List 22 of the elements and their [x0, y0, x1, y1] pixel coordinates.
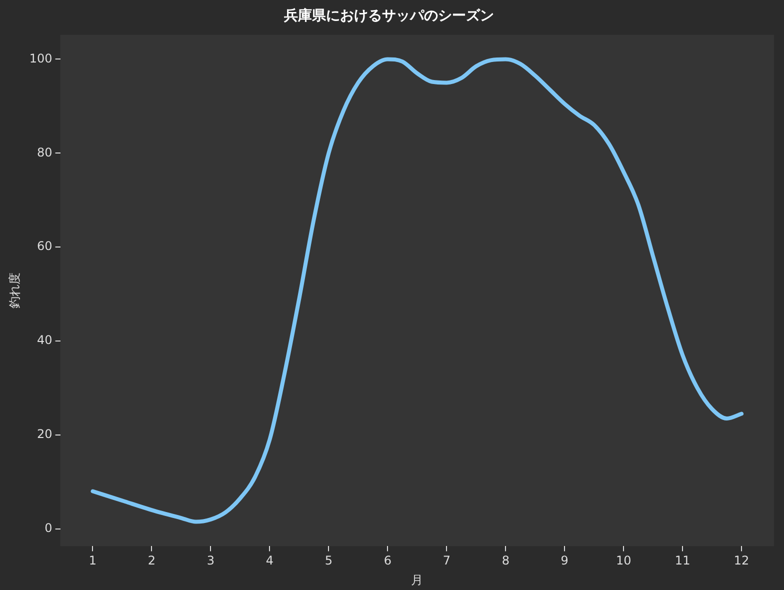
x-tick-label: 6 [384, 554, 392, 568]
x-tick-label: 10 [616, 554, 632, 568]
x-tick-label: 5 [324, 554, 332, 568]
y-tick-label: 20 [37, 427, 52, 442]
x-tick-label: 3 [206, 554, 215, 568]
x-tick-label: 12 [734, 554, 750, 568]
y-tick-label: 40 [37, 333, 52, 348]
x-tick-label: 1 [88, 554, 97, 568]
y-tick-label: 60 [37, 239, 52, 254]
chart-title: 兵庫県におけるサッパのシーズン [283, 7, 494, 24]
x-tick-label: 8 [502, 554, 510, 568]
x-axis-title: 月 [411, 572, 424, 587]
x-tick-label: 2 [148, 554, 156, 568]
x-tick-label: 11 [674, 554, 690, 568]
x-tick-label: 9 [560, 554, 568, 568]
y-tick-label: 80 [37, 145, 52, 160]
x-tick-label: 7 [442, 554, 450, 568]
y-tick-label: 100 [29, 51, 52, 66]
y-tick-label: 0 [44, 520, 52, 535]
line-series [90, 57, 744, 524]
x-tick-label: 4 [266, 554, 274, 568]
y-axis-title: 釣れ度 [7, 272, 22, 308]
